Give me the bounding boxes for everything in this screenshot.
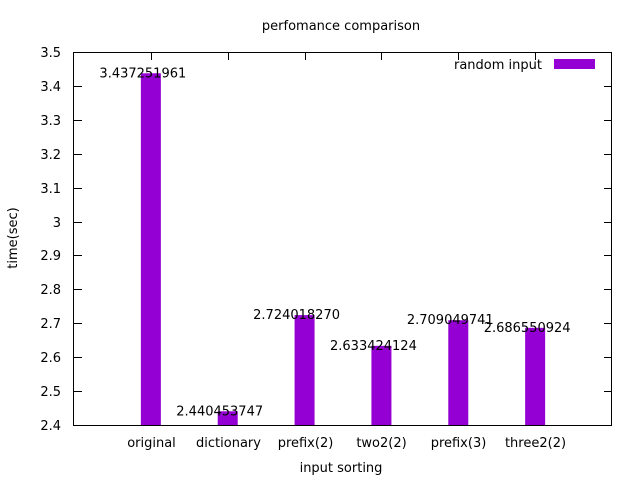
y-tick-label: 3.4 [40,80,61,95]
bar-value-label: 3.437251961 [99,66,186,81]
bar [448,320,469,425]
y-axis: 2.4 2.5 2.6 2.7 2.8 2.9 3 3.1 3.2 3.3 3.4 3.5 [40,46,612,434]
bar [140,73,161,426]
x-axis: original dictionary prefix(2) two2(2) prefix… [127,52,566,451]
bar-value-label: 2.440453747 [176,404,263,419]
x-tick-label: prefix(2) [278,436,334,451]
y-tick-label: 3 [53,216,61,231]
x-tick-label: two2(2) [356,436,406,451]
y-tick-label: 3.3 [40,114,61,129]
legend-label: random input [454,58,542,73]
y-tick-label: 2.6 [40,351,61,366]
y-tick-label: 3.1 [40,182,61,197]
bar [525,327,546,425]
y-tick-label: 2.8 [40,283,61,298]
y-tick-label: 2.7 [40,317,61,332]
bar [217,411,238,425]
y-tick-label: 3.2 [40,148,61,163]
bar [371,345,392,425]
x-axis-label: input sorting [300,461,383,476]
legend: random input [454,58,595,73]
bar [294,315,315,425]
chart-title: perfomance comparison [262,19,420,34]
y-tick-label: 2.4 [40,419,61,434]
x-tick-label: dictionary [196,436,261,451]
bar-value-label: 2.633424124 [330,339,417,354]
bar-value-label: 2.709049741 [407,313,494,328]
y-tick-label: 2.9 [40,249,61,264]
y-tick-label: 2.5 [40,385,61,400]
y-tick-label: 3.5 [40,46,61,61]
bar-value-label: 2.724018270 [253,308,340,323]
plot-frame [73,52,612,426]
legend-swatch [554,59,595,69]
x-tick-label: prefix(3) [431,436,487,451]
y-axis-label: time(sec) [6,207,21,268]
x-tick-label: three2(2) [505,436,566,451]
x-tick-label: original [127,436,176,451]
data-labels: 3.437251961 2.440453747 2.724018270 2.63342… [99,66,570,419]
bar-series [140,73,546,426]
bar-value-label: 2.686550924 [484,321,571,336]
